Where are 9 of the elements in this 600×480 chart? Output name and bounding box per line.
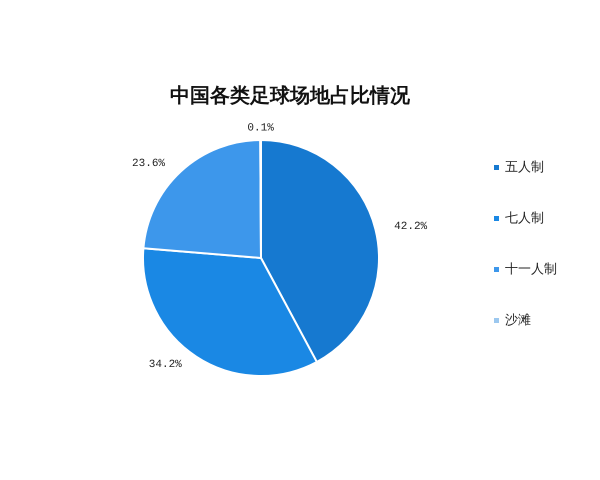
data-label: 34.2% [148, 359, 182, 372]
data-label: 42.2% [394, 220, 428, 233]
legend-label: 十一人制 [505, 262, 557, 277]
chart-title: 中国各类足球场地占比情况 [170, 83, 411, 107]
legend-label: 五人制 [505, 160, 544, 175]
data-label: 0.1% [247, 122, 274, 134]
legend-label: 七人制 [505, 211, 544, 226]
legend-label: 沙滩 [505, 313, 531, 328]
data-label: 23.6% [132, 158, 166, 170]
